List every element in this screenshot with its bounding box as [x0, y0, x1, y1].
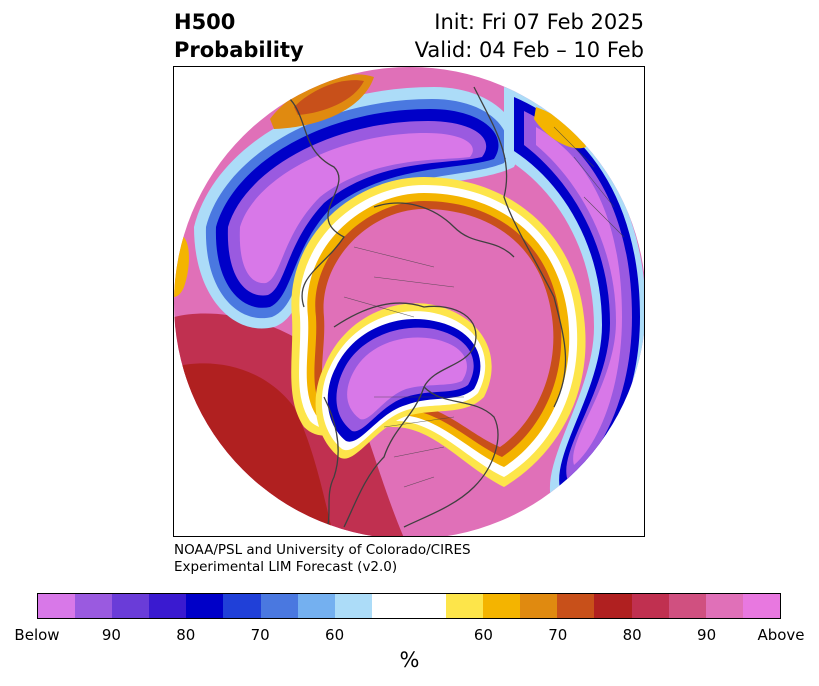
coastline-europe: [473, 86, 567, 408]
colorbar-swatch: [38, 594, 76, 618]
border-lines-asia: [343, 246, 455, 318]
positive-north-core: [294, 80, 364, 115]
figure-title: H500 Probability: [174, 8, 304, 64]
colorbar-swatch: [223, 594, 261, 618]
credit-text: NOAA/PSL and University of Colorado/CIRE…: [174, 542, 471, 576]
coastline-asia: [273, 86, 345, 308]
colorbar-tick-label: 90: [101, 626, 121, 644]
negative-mid-fill: [227, 121, 487, 296]
colorbar-swatch: [631, 594, 669, 618]
colorbar-swatch: [705, 594, 743, 618]
colorbar-swatch: [260, 594, 298, 618]
colorbar-tick-label: 60: [473, 626, 493, 644]
polar-map-svg: [174, 67, 644, 536]
colorbar-swatch: [446, 594, 484, 618]
colorbar-swatch: [483, 594, 521, 618]
colorbar-swatch: [557, 594, 595, 618]
title-variable: H500: [174, 10, 236, 34]
colorbar: [37, 593, 781, 619]
colorbar-swatch: [594, 594, 632, 618]
negative-core: [239, 133, 473, 284]
colorbar-tick-label: Above: [757, 626, 805, 644]
colorbar-swatch: [297, 594, 335, 618]
colorbar-tick-label: 80: [176, 626, 196, 644]
credit-line-2: Experimental LIM Forecast (v2.0): [174, 559, 398, 575]
figure-dates: Init: Fri 07 Feb 2025 Valid: 04 Feb – 10…: [415, 8, 644, 64]
colorbar-swatch: [112, 594, 150, 618]
inner-negative-core: [347, 337, 467, 420]
negative-east-core: [536, 127, 622, 465]
border-lines-us: [374, 396, 464, 488]
credit-line-1: NOAA/PSL and University of Colorado/CIRE…: [174, 542, 471, 558]
colorbar-tick-label: 90: [697, 626, 717, 644]
borders: [343, 126, 625, 488]
valid-range: Valid: 04 Feb – 10 Feb: [414, 38, 644, 62]
colorbar-swatch: [186, 594, 224, 618]
colorbar-unit: %: [399, 648, 420, 672]
colorbar-tick-label: 70: [548, 626, 568, 644]
colorbar-tick-label: 70: [250, 626, 270, 644]
title-quantity: Probability: [174, 38, 304, 62]
coastline-pacific: [323, 396, 339, 536]
coastline-arctic: [373, 202, 515, 258]
init-date: Init: Fri 07 Feb 2025: [434, 10, 644, 34]
colorbar-tick-label: Below: [14, 626, 60, 644]
colorbar-swatch: [668, 594, 706, 618]
colorbar-tick-labels: Below 90 80 70 60 60 70 80 90 Above: [0, 626, 819, 646]
colorbar-tick-label: 80: [622, 626, 642, 644]
probability-map: [173, 66, 645, 537]
coastlines: [273, 86, 567, 536]
coastline-eastcoast: [403, 386, 499, 528]
colorbar-swatch: [742, 594, 780, 618]
border-lines-europe: [553, 126, 625, 238]
colorbar-tick-label: 60: [325, 626, 345, 644]
colorbar-swatch: [371, 594, 409, 618]
colorbar-swatch: [334, 594, 372, 618]
colorbar-swatch: [520, 594, 558, 618]
colorbar-swatch: [408, 594, 447, 618]
colorbar-swatch: [149, 594, 187, 618]
positive-northeast-patch: [534, 107, 586, 149]
colorbar-swatch: [75, 594, 113, 618]
coastline-northamerica: [333, 302, 477, 528]
